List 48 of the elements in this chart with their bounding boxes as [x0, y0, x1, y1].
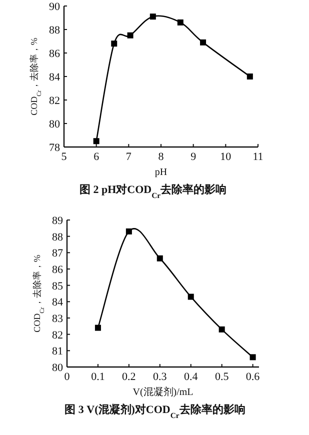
point: [127, 32, 134, 38]
point: [218, 326, 225, 332]
y-tick-label: 84: [52, 296, 64, 309]
y-tick-label: 89: [52, 215, 64, 227]
x-tick-label: 0.4: [184, 371, 198, 383]
text: 图 2 pH对COD$_{Cr}$去除率的影响: [79, 183, 227, 200]
point: [150, 14, 156, 20]
y-tick-label: 81: [52, 346, 63, 358]
point: [126, 228, 132, 234]
point: [177, 19, 184, 26]
y-tick-label: 88: [52, 231, 64, 244]
x-tick-label: 10: [220, 151, 232, 163]
x-tick-label: 11: [252, 151, 264, 163]
x-tick-label: 9: [190, 151, 197, 163]
point: [246, 74, 253, 80]
y-tick-label: 86: [49, 48, 60, 60]
y-tick-label: 88: [49, 24, 60, 36]
y-tick-label: 80: [49, 118, 60, 130]
x-tick-label: 5: [61, 151, 68, 163]
x-axis-title: V(混凝剂)/mL: [132, 386, 194, 398]
y-tick-label: 82: [52, 329, 63, 342]
x-tick-label: 0.3: [153, 371, 168, 383]
y-tick-label: 82: [49, 95, 60, 107]
y-tick-label: 87: [52, 248, 64, 260]
y-tick-label: 84: [49, 72, 60, 84]
y-tick-label: 86: [52, 264, 64, 276]
y-tick-label: 83: [52, 313, 64, 325]
x-tick-label: 6: [94, 151, 100, 163]
x-axis-title: pH: [154, 167, 168, 178]
y-tick-label: 80: [52, 362, 64, 374]
x-tick-label: 0: [64, 371, 70, 383]
x-tick-label: 0.6: [246, 371, 260, 383]
point: [156, 255, 163, 262]
point: [250, 354, 256, 360]
point: [94, 324, 101, 331]
point: [93, 138, 100, 144]
point: [200, 39, 206, 46]
x-tick-label: 0.5: [214, 371, 230, 383]
text: 图 3 V(混凝剂)对COD$_{Cr}$去除率的影响: [64, 403, 246, 420]
point: [111, 40, 118, 47]
y-tick-label: 85: [52, 280, 64, 292]
y-tick-label: 90: [49, 1, 60, 13]
x-tick-label: 7: [126, 151, 132, 163]
x-tick-label: 0.2: [122, 371, 136, 383]
point: [188, 294, 194, 300]
x-tick-label: 8: [158, 151, 164, 163]
y-tick-label: 78: [49, 142, 60, 154]
x-tick-label: 0.1: [91, 371, 105, 383]
